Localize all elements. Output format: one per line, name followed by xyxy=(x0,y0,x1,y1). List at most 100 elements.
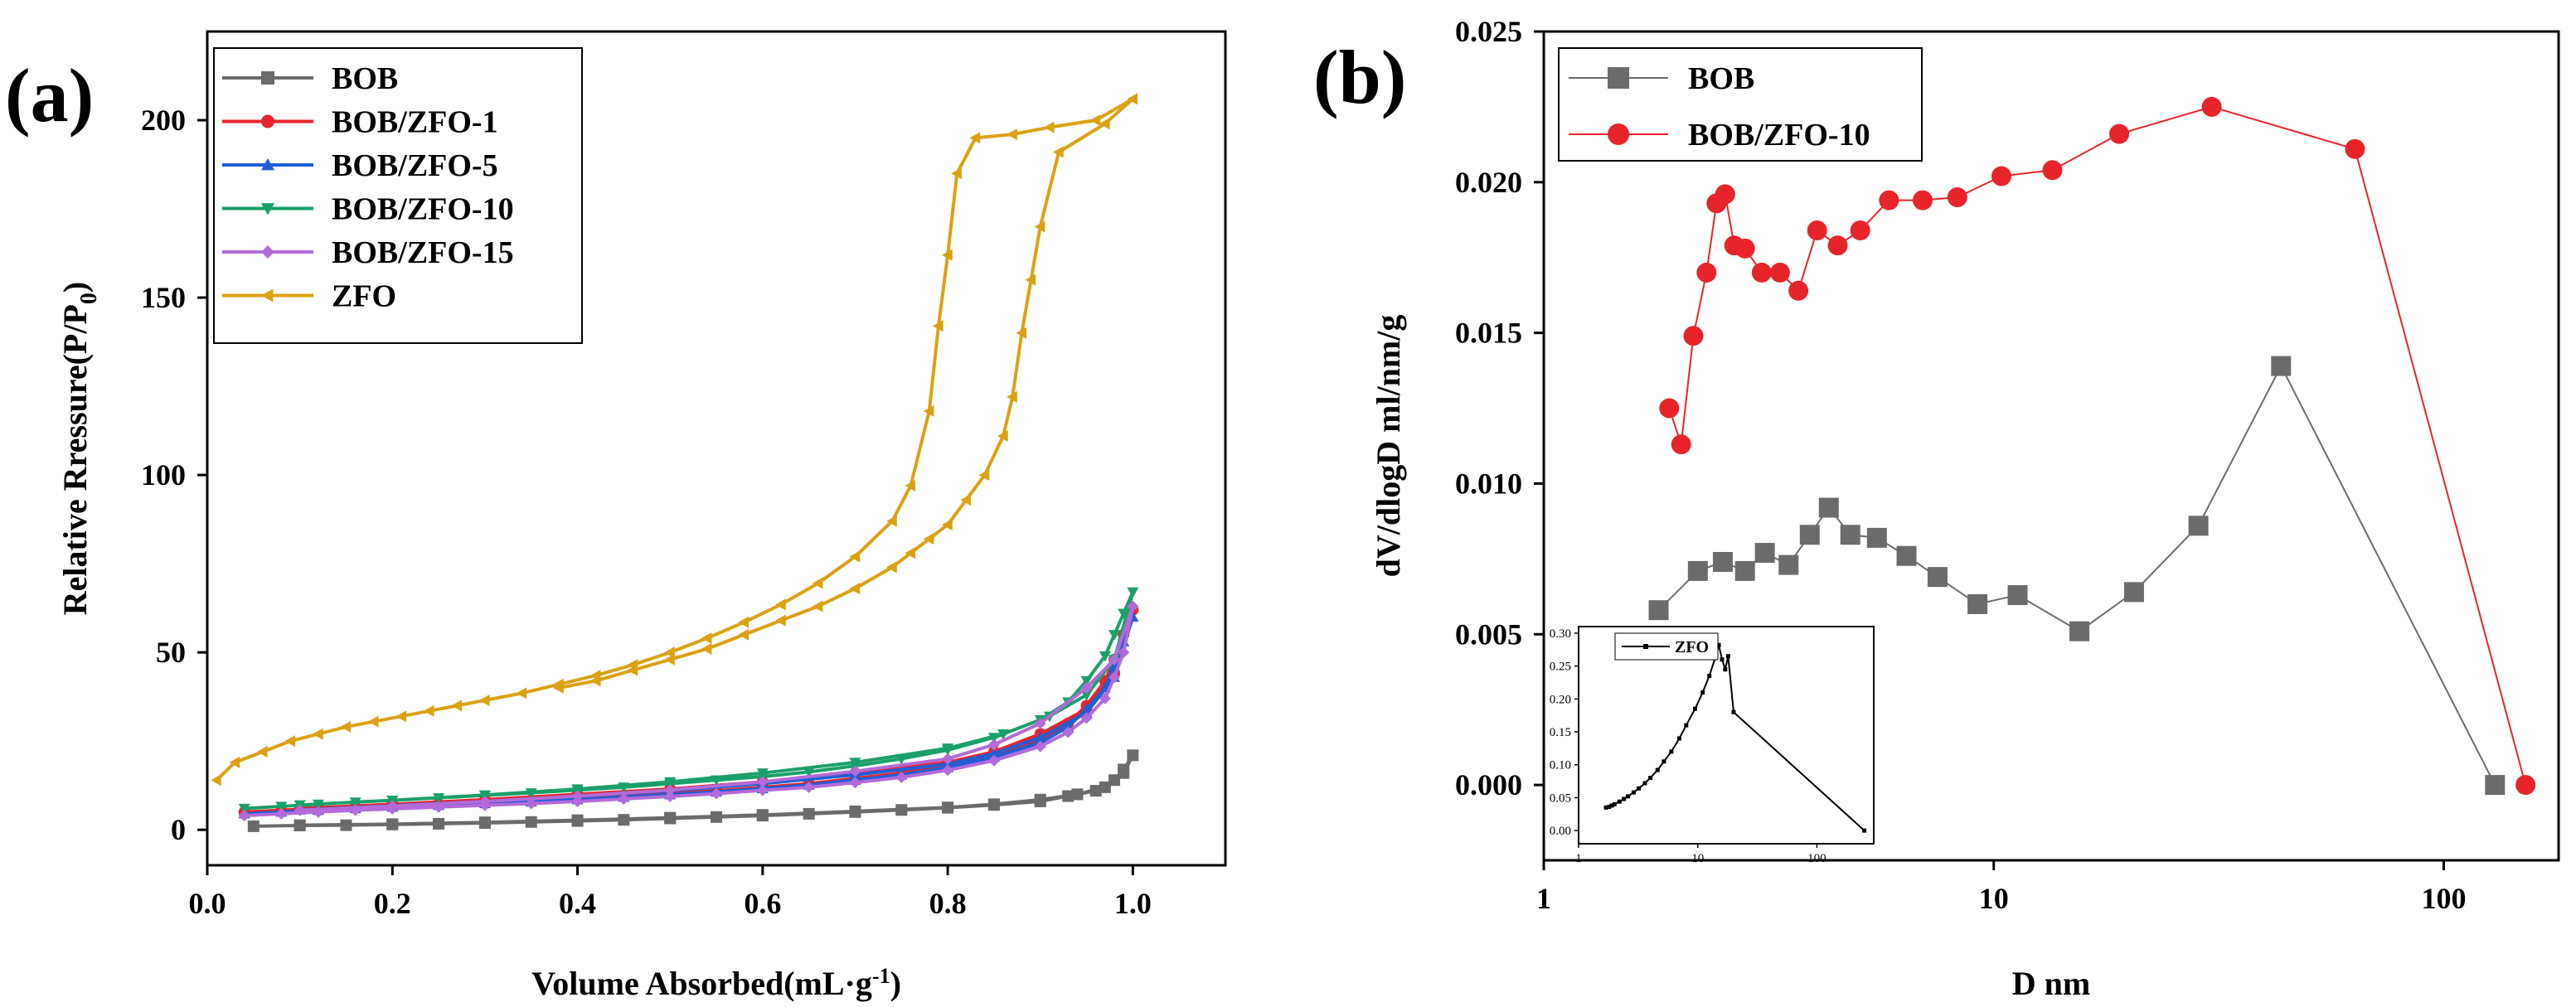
panel-b-point-bob xyxy=(1927,567,1948,588)
panel-a-point-bob-zfo-15 xyxy=(525,797,537,810)
inset-y-tick-label: 0.05 xyxy=(1550,792,1571,805)
legend-label-bob-zfo-10: BOB/ZFO-10 xyxy=(332,192,514,227)
legend-marker-bob xyxy=(1608,67,1629,89)
panel-a-point-zfo xyxy=(284,735,296,748)
panel-a-y-axis-title-main: Relative Rressure(P/P xyxy=(56,304,94,615)
panel-a-point-zfo xyxy=(312,728,323,740)
panel-a-point-bob xyxy=(849,805,861,817)
legend-marker-zfo xyxy=(1643,644,1648,649)
panel-a-x-tick-label: 0.8 xyxy=(929,887,967,920)
panel-b-point-bob xyxy=(1818,497,1839,518)
panel-a-point-bob-zfo-10 xyxy=(942,743,954,754)
inset-point-zfo xyxy=(1723,667,1728,672)
panel-a-point-bob-zfo-10 xyxy=(1127,587,1139,598)
panel-a-point-zfo xyxy=(978,469,990,482)
panel-b-ticks: 1 10 100 0.000 0.005 0.010 0.015 0.020 0.025 xyxy=(1455,15,2466,915)
panel-a-point-bob-zfo-15 xyxy=(238,810,250,822)
panel-a-point-bob xyxy=(942,801,954,814)
panel-a-point-zfo xyxy=(1099,118,1110,130)
panel-a-point-zfo xyxy=(701,632,712,645)
panel-b-point-bob-zfo-10 xyxy=(2042,160,2063,181)
panel-a-point-zfo xyxy=(1016,327,1026,339)
panel-a-point-bob-zfo-10 xyxy=(349,797,361,808)
inset-point-zfo xyxy=(1676,736,1681,741)
panel-b-inset: 1 10 100 0.00 0.05 0.10 0.15 0.20 0.25 0.30 ZFO xyxy=(1550,626,1875,865)
panel-a-point-zfo xyxy=(905,547,916,559)
panel-a-x-tick-label: 0.6 xyxy=(744,887,781,920)
panel-b-point-bob xyxy=(2188,516,2209,536)
panel-b-y-tick-label: 0.015 xyxy=(1455,317,1522,350)
legend-marker-bob-zfo-10 xyxy=(1608,123,1629,145)
inset-point-zfo xyxy=(1603,805,1608,810)
panel-a-point-bob-zfo-15 xyxy=(571,790,584,802)
panel-b-y-tick-label: 0.025 xyxy=(1455,15,1522,48)
panel-b-point-bob-zfo-10 xyxy=(1850,220,1870,240)
inset-point-zfo xyxy=(1648,776,1653,781)
panel-a-point-zfo xyxy=(932,320,944,332)
inset-point-zfo xyxy=(1637,786,1642,791)
panel-a-point-bob-zfo-15 xyxy=(275,807,288,820)
legend-label-bob-zfo-15: BOB/ZFO-15 xyxy=(332,235,514,270)
panel-a-y-tick-label: 50 xyxy=(156,636,186,669)
inset-point-zfo xyxy=(1862,828,1867,833)
legend-marker-bob-zfo-15 xyxy=(261,245,274,259)
panel-b-series xyxy=(1648,96,2536,796)
panel-a-series-line-bob-zfo-10 xyxy=(244,591,1135,811)
inset-point-zfo xyxy=(1655,767,1660,772)
inset-series xyxy=(1603,642,1867,833)
panel-b-point-bob xyxy=(2069,621,2090,641)
inset-y-tick-label: 0.30 xyxy=(1550,627,1571,641)
panel-a-point-zfo xyxy=(1053,146,1064,158)
inset-x-tick-label: 1 xyxy=(1575,852,1582,865)
panel-b-point-bob-zfo-10 xyxy=(1879,190,1899,211)
inset-x-tick-label: 10 xyxy=(1691,852,1704,865)
panel-a-point-bob-zfo-15 xyxy=(942,753,954,765)
panel-a-point-zfo xyxy=(923,533,934,545)
panel-a-point-zfo xyxy=(229,756,240,768)
panel-a-point-bob xyxy=(478,816,491,829)
panel-a-point-bob-zfo-15 xyxy=(1034,717,1046,729)
inset-point-zfo xyxy=(1642,781,1647,786)
panel-a-point-zfo xyxy=(738,616,750,628)
panel-a-point-bob xyxy=(571,814,584,826)
legend-marker-zfo xyxy=(261,288,274,303)
panel-a-series-line-bob-zfo-15 xyxy=(244,605,1135,818)
panel-a-point-zfo xyxy=(701,642,712,655)
panel-a-point-bob-zfo-15 xyxy=(1080,681,1093,694)
panel-b-point-bob-zfo-10 xyxy=(2515,775,2536,796)
panel-a-point-bob-zfo-15 xyxy=(618,792,630,805)
inset-point-zfo xyxy=(1684,723,1689,728)
panel-a-point-zfo xyxy=(942,519,953,531)
panel-a-point-bob xyxy=(1118,767,1130,779)
inset-y-tick-label: 0.10 xyxy=(1550,759,1571,772)
inset-point-zfo xyxy=(1607,805,1612,810)
panel-a-point-bob-zfo-10 xyxy=(711,775,722,787)
panel-b-point-bob xyxy=(1896,545,1917,566)
panel-a-point-zfo xyxy=(886,515,897,527)
panel-b-x-tick-label: 10 xyxy=(1979,882,2009,915)
panel-a-point-zfo xyxy=(812,600,823,612)
inset-point-zfo xyxy=(1720,657,1725,662)
panel-a-point-bob-zfo-10 xyxy=(803,767,815,778)
panel-b-point-bob xyxy=(2007,585,2028,605)
panel-b-point-bob-zfo-10 xyxy=(1696,262,1717,283)
panel-b-point-bob-zfo-10 xyxy=(2345,138,2365,159)
panel-b-point-bob-zfo-10 xyxy=(1751,262,1772,283)
panel-b-point-bob xyxy=(1866,527,1887,548)
panel-a-ticks: 0.0 0.2 0.4 0.6 0.8 1.0 0 50 100 150 200 xyxy=(141,104,1152,920)
panel-a-point-zfo xyxy=(423,704,434,717)
panel-a: (a) 0.0 0.2 0.4 0.6 0.8 1.0 0 50 100 150 200 Volum… xyxy=(5,30,1227,1002)
panel-b-x-tick-label: 100 xyxy=(2421,882,2466,915)
panel-a-point-bob-zfo-15 xyxy=(664,790,677,802)
panel-b-point-bob-zfo-10 xyxy=(1807,220,1827,240)
panel-a-point-bob-zfo-10 xyxy=(849,758,861,768)
panel-a-point-bob-zfo-15 xyxy=(1062,726,1075,738)
inset-x-tick-label: 100 xyxy=(1807,852,1826,865)
panel-a-point-zfo xyxy=(367,715,379,728)
panel-a-series-line-zfo xyxy=(215,97,1134,782)
panel-a-point-bob-zfo-15 xyxy=(664,784,677,796)
panel-a-point-bob-zfo-15 xyxy=(433,801,445,813)
inset-y-tick-label: 0.00 xyxy=(1550,825,1571,838)
panel-a-point-zfo xyxy=(775,614,786,627)
panel-b-legend: BOB BOB/ZFO-10 xyxy=(1558,47,1923,162)
